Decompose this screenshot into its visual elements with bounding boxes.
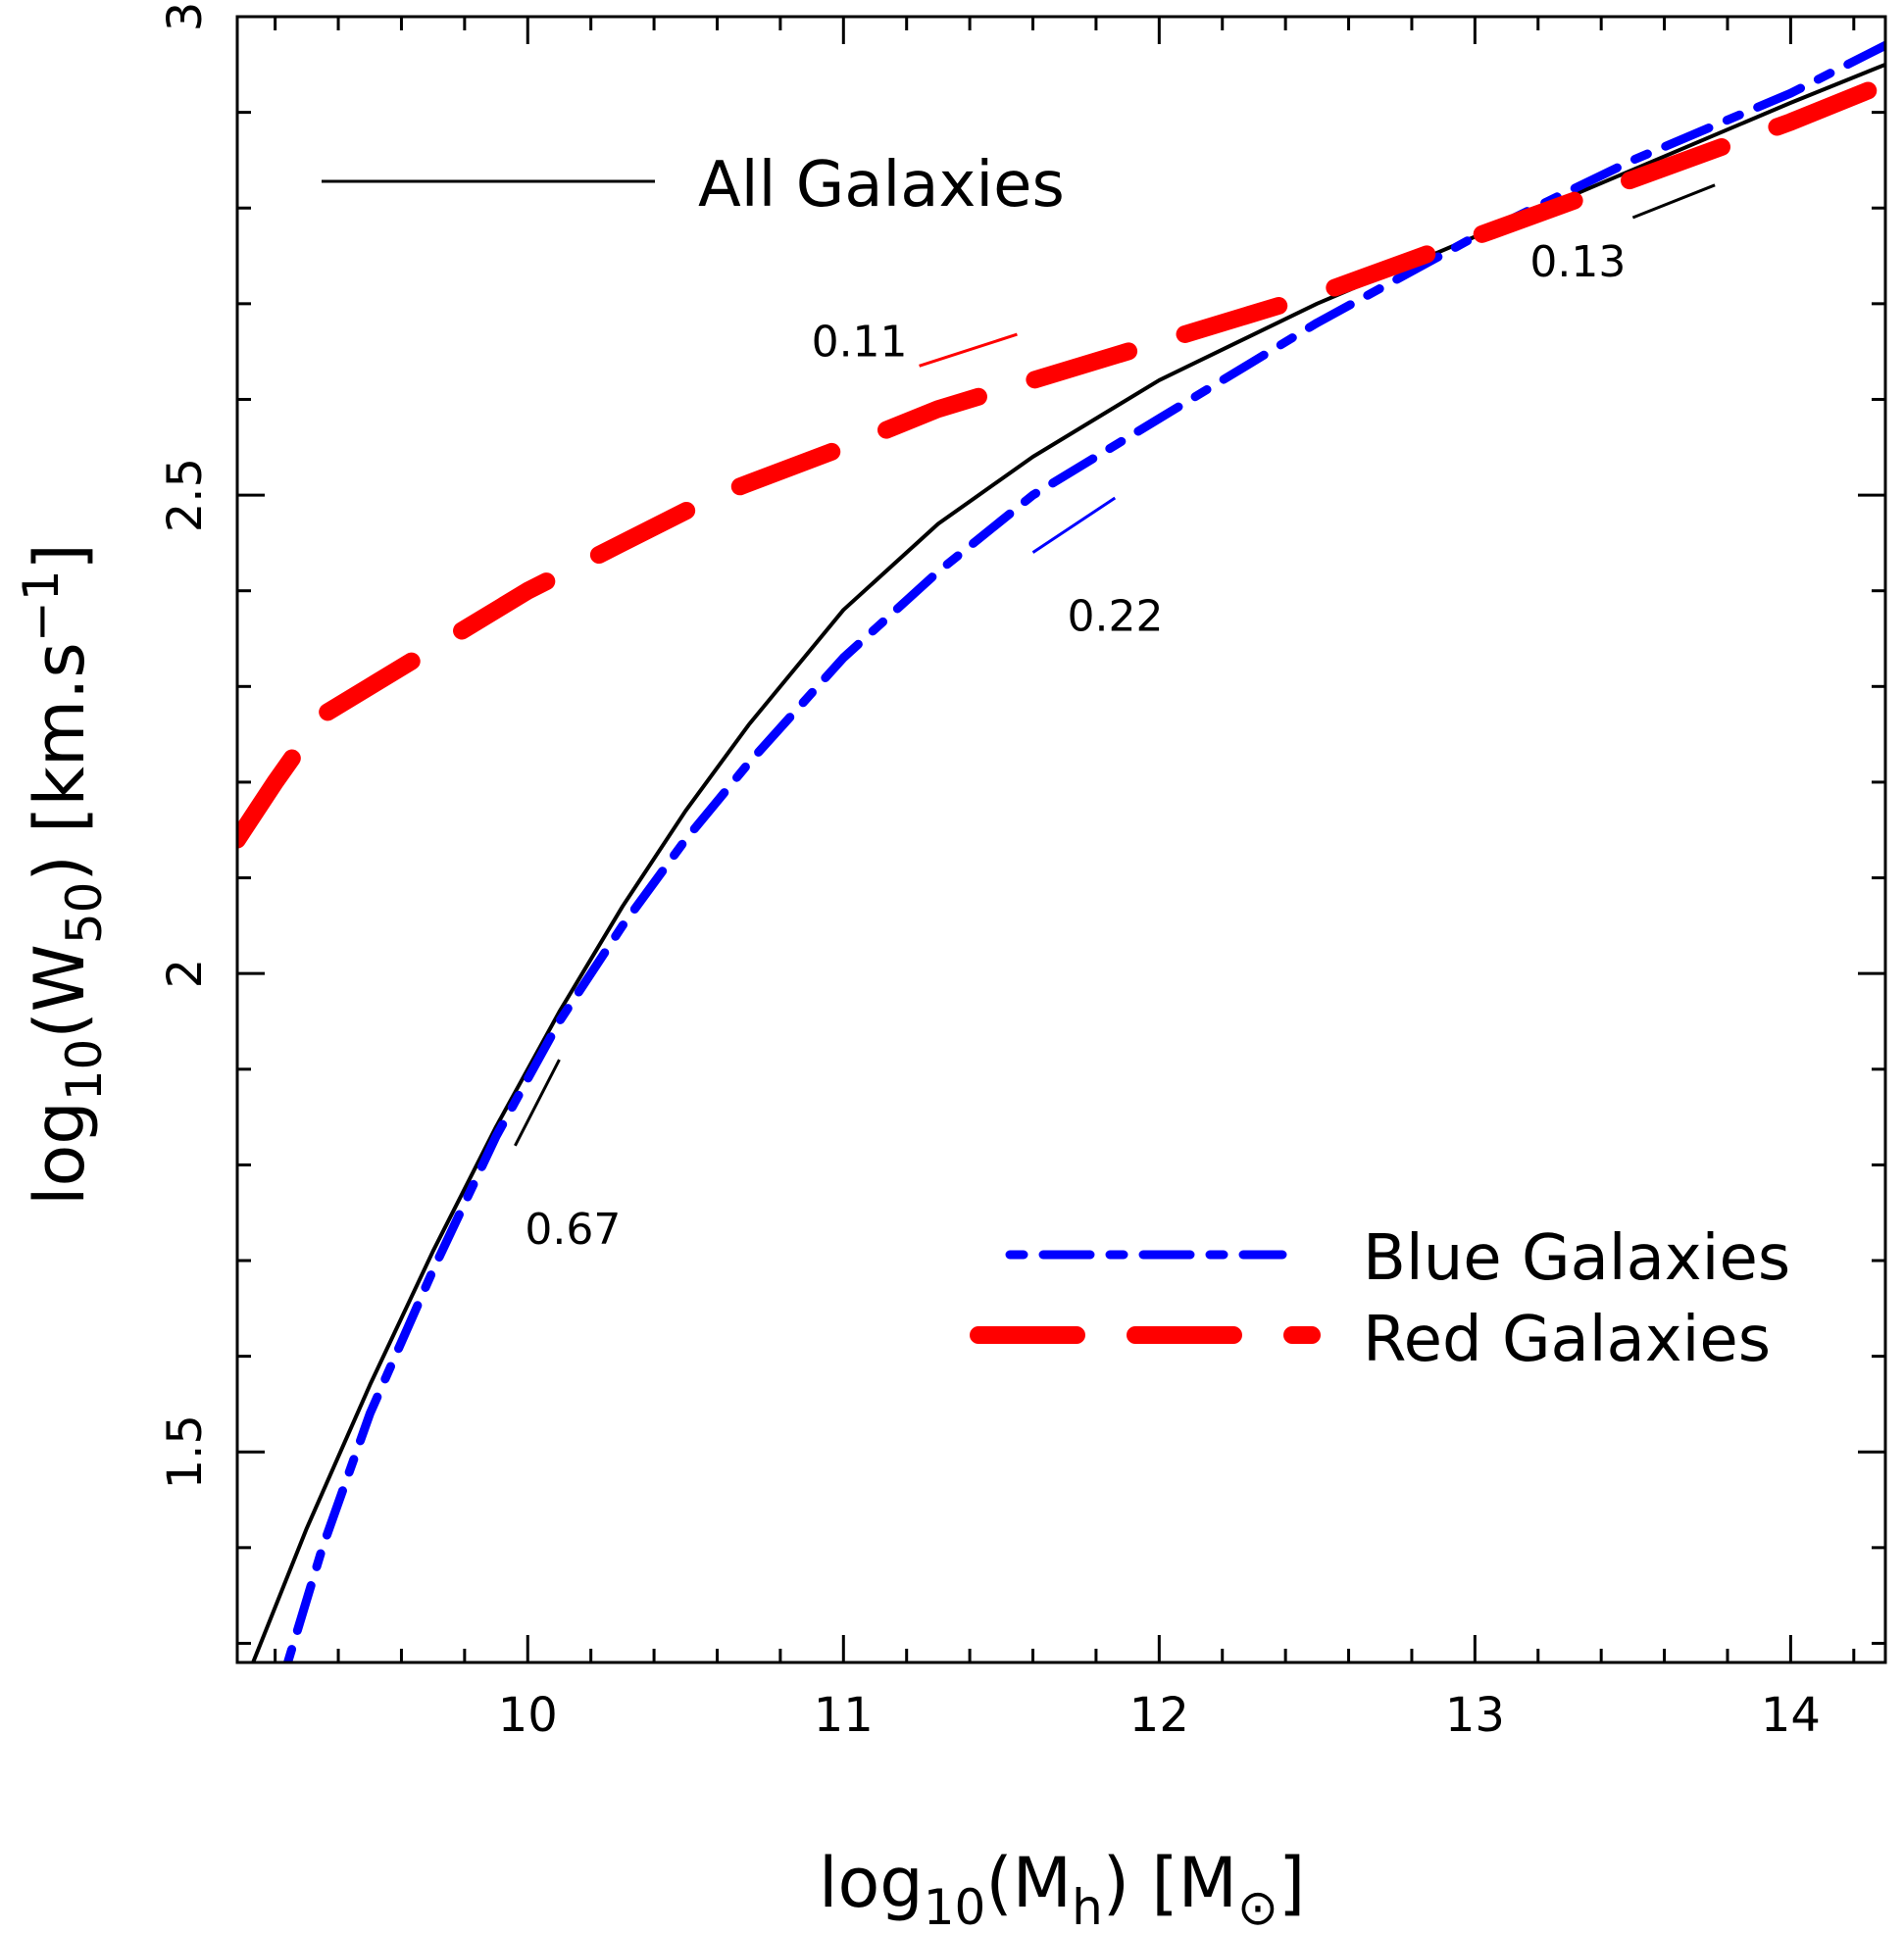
- y-tick-label: 3: [158, 2, 213, 32]
- slope-line-0.22: [1031, 496, 1117, 554]
- y-tick-label: 2: [158, 959, 213, 989]
- x-axis-label: log10(Mh) [M⊙]: [819, 1843, 1305, 1933]
- slope-annotations: 0.11 0.22 0.13 0.67: [514, 183, 1716, 1255]
- series-layer: [237, 40, 1885, 1662]
- plot-frame: [235, 15, 1887, 1664]
- x-tick-label: 10: [498, 1688, 558, 1743]
- legend-red-label: Red Galaxies: [1363, 1304, 1771, 1376]
- series-blue-line: [283, 40, 1885, 1662]
- slope-line-0.13: [1631, 183, 1716, 220]
- slope-label: 0.22: [1068, 592, 1164, 642]
- slope-label: 0.11: [812, 317, 908, 367]
- axis-ticks: [237, 15, 1885, 1662]
- y-tick-labels: 1.5 2 2.5 3: [158, 2, 213, 1490]
- x-tick-label: 14: [1761, 1688, 1821, 1743]
- legend-all-label: All Galaxies: [698, 149, 1065, 222]
- slope-line-0.11: [919, 332, 1018, 368]
- slope-label: 0.13: [1529, 237, 1626, 287]
- x-tick-label: 12: [1129, 1688, 1189, 1743]
- y-tick-label: 1.5: [158, 1414, 213, 1489]
- slope-label: 0.67: [525, 1205, 621, 1255]
- slope-line-0.67: [514, 1059, 561, 1147]
- y-tick-label: 2.5: [158, 458, 213, 532]
- x-tick-labels: 10 11 12 13 14: [498, 1688, 1821, 1743]
- series-all-line: [251, 62, 1885, 1662]
- x-tick-label: 11: [814, 1688, 874, 1743]
- x-tick-label: 13: [1445, 1688, 1505, 1743]
- series-red-line: [237, 74, 1885, 849]
- legend-blue-label: Blue Galaxies: [1363, 1222, 1790, 1295]
- y-axis-label: log10(W50) [km.s−1]: [13, 543, 113, 1206]
